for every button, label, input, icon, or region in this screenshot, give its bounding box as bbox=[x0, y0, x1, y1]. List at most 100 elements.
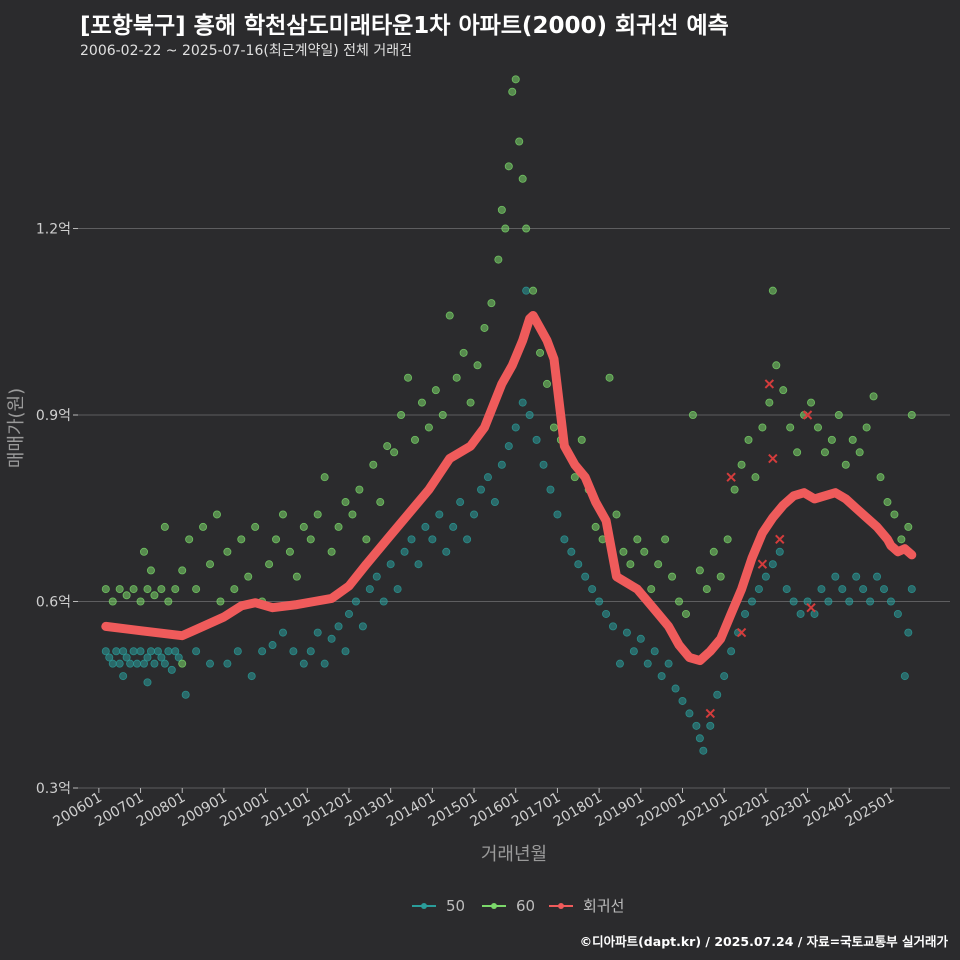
point-60 bbox=[661, 535, 670, 544]
outlier-marker bbox=[802, 410, 813, 420]
point-50 bbox=[101, 647, 110, 656]
point-50 bbox=[143, 678, 152, 687]
point-60 bbox=[390, 448, 399, 457]
point-50 bbox=[268, 641, 277, 650]
point-50 bbox=[400, 547, 409, 556]
point-60 bbox=[334, 522, 343, 531]
point-60 bbox=[716, 572, 725, 581]
legend-swatch-dot bbox=[558, 903, 564, 909]
point-50 bbox=[754, 585, 763, 594]
point-60 bbox=[192, 585, 201, 594]
point-60 bbox=[904, 522, 913, 531]
point-50 bbox=[692, 721, 701, 730]
point-60 bbox=[171, 585, 180, 594]
point-60 bbox=[497, 205, 506, 214]
point-50 bbox=[560, 535, 569, 544]
outlier-marker bbox=[705, 708, 715, 719]
legend-label: 50 bbox=[446, 897, 465, 915]
point-60 bbox=[813, 423, 822, 432]
point-50 bbox=[866, 597, 875, 606]
point-50 bbox=[706, 721, 715, 730]
point-50 bbox=[859, 585, 868, 594]
point-50 bbox=[140, 659, 149, 668]
point-60 bbox=[647, 585, 656, 594]
point-50 bbox=[893, 609, 902, 618]
point-50 bbox=[476, 485, 485, 494]
point-50 bbox=[699, 746, 708, 755]
point-50 bbox=[900, 672, 909, 681]
regression-line bbox=[101, 311, 917, 666]
point-60 bbox=[536, 348, 545, 357]
point-50 bbox=[713, 690, 722, 699]
point-50 bbox=[622, 628, 631, 637]
point-60 bbox=[285, 547, 294, 556]
chart-subtitle: 2006-02-22 ~ 2025-07-16(최근계약일) 전체 거래건 bbox=[80, 43, 412, 59]
point-60 bbox=[890, 510, 899, 519]
regression-path bbox=[101, 311, 917, 666]
point-50 bbox=[678, 696, 687, 705]
legend-swatch-dot bbox=[421, 903, 427, 909]
point-60 bbox=[480, 323, 489, 332]
point-50 bbox=[393, 585, 402, 594]
point-50 bbox=[504, 442, 513, 451]
point-50 bbox=[150, 659, 159, 668]
point-50 bbox=[650, 647, 659, 656]
point-60 bbox=[758, 423, 767, 432]
point-60 bbox=[681, 609, 690, 618]
point-60 bbox=[452, 373, 461, 382]
point-60 bbox=[841, 460, 850, 469]
point-50 bbox=[720, 672, 729, 681]
point-50 bbox=[775, 547, 784, 556]
point-60 bbox=[292, 572, 301, 581]
point-60 bbox=[848, 435, 857, 444]
point-60 bbox=[376, 498, 385, 507]
point-50 bbox=[164, 647, 173, 656]
point-50 bbox=[223, 659, 232, 668]
point-50 bbox=[122, 653, 131, 662]
point-60 bbox=[522, 224, 531, 233]
point-60 bbox=[466, 398, 475, 407]
point-50 bbox=[428, 535, 437, 544]
point-60 bbox=[178, 566, 187, 575]
point-50 bbox=[289, 647, 298, 656]
point-50 bbox=[511, 423, 520, 432]
point-60 bbox=[397, 411, 406, 420]
point-50 bbox=[306, 647, 315, 656]
point-60 bbox=[793, 448, 802, 457]
point-50 bbox=[344, 609, 353, 618]
outlier-marker bbox=[806, 603, 816, 613]
point-50 bbox=[727, 647, 736, 656]
point-50 bbox=[171, 647, 180, 656]
point-50 bbox=[456, 498, 465, 507]
point-60 bbox=[265, 560, 274, 569]
point-50 bbox=[553, 510, 562, 519]
point-50 bbox=[136, 647, 145, 656]
point-50 bbox=[157, 653, 166, 662]
point-50 bbox=[845, 597, 854, 606]
point-60 bbox=[654, 560, 663, 569]
point-50 bbox=[789, 597, 798, 606]
point-60 bbox=[244, 572, 253, 581]
point-60 bbox=[508, 87, 517, 96]
point-60 bbox=[150, 591, 159, 600]
point-50 bbox=[629, 647, 638, 656]
y-axis-ticks: 0.3억 0.6억 0.9억 1.2억 bbox=[36, 222, 78, 797]
point-60 bbox=[473, 361, 482, 370]
point-50 bbox=[174, 653, 183, 662]
outlier-marker bbox=[768, 453, 778, 464]
point-50 bbox=[421, 522, 430, 531]
point-50 bbox=[525, 411, 534, 420]
point-60 bbox=[633, 535, 642, 544]
point-60 bbox=[115, 585, 124, 594]
point-60 bbox=[862, 423, 871, 432]
point-50 bbox=[595, 597, 604, 606]
point-60 bbox=[688, 411, 697, 420]
point-50 bbox=[873, 572, 882, 581]
point-60 bbox=[459, 348, 468, 357]
point-50 bbox=[414, 560, 423, 569]
point-60 bbox=[730, 485, 739, 494]
point-60 bbox=[230, 585, 239, 594]
point-50 bbox=[907, 585, 916, 594]
point-60 bbox=[122, 591, 131, 600]
